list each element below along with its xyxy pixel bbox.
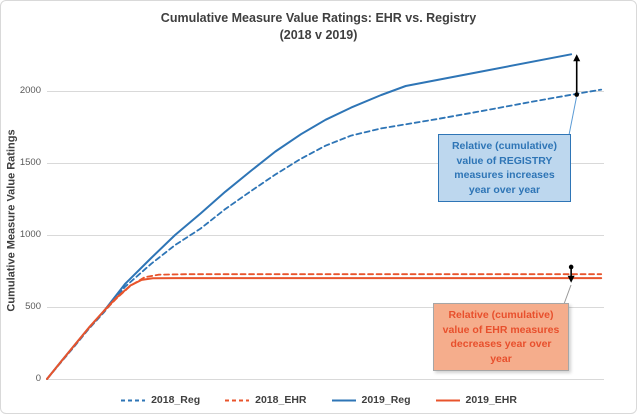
annotation-registry-line: Relative (cumulative): [451, 140, 558, 152]
legend-label: 2019_EHR: [465, 394, 517, 406]
annotation-ehr-line: year: [490, 352, 512, 365]
legend-swatch-icon: [225, 399, 250, 401]
annotation-ehr-line: Relative (cumulative): [448, 309, 554, 321]
series-line-2019_EHR: [46, 277, 603, 380]
chart-title-line1: Cumulative Measure Value Ratings: EHR vs…: [160, 11, 477, 25]
legend-swatch-icon: [121, 399, 146, 401]
legend-label: 2018_EHR: [255, 394, 307, 406]
legend-label: 2019_Reg: [361, 394, 411, 406]
legend-swatch-icon: [331, 399, 356, 401]
legend-item-2018_Reg: 2018_Reg: [120, 394, 200, 406]
chart-title-line2: (2018 v 2019): [279, 28, 358, 42]
arrow-head-registry: [573, 54, 581, 62]
legend-item-2019_Reg: 2019_Reg: [331, 394, 411, 406]
annotation-registry-line: value of REGISTRY: [456, 154, 553, 167]
leader-line-registry: [568, 96, 577, 136]
legend: 2018_Reg 2018_EHR 2019_Reg 2019_EHR: [1, 394, 636, 406]
legend-item-2018_EHR: 2018_EHR: [224, 394, 307, 406]
annotation-registry-line: year over year: [468, 183, 541, 196]
arrow-head-ehr: [567, 275, 575, 283]
legend-swatch-icon: [435, 399, 460, 401]
legend-label: 2018_Reg: [151, 394, 201, 406]
annotation-ehr-line: decreases year over: [450, 338, 552, 350]
annotation-ehr: Relative (cumulative) value of EHR measu…: [433, 303, 569, 371]
leader-line-ehr: [563, 284, 572, 305]
annotation-registry: Relative (cumulative) value of REGISTRY …: [438, 134, 571, 202]
annotation-ehr-line: value of EHR measures: [442, 323, 560, 336]
legend-item-2019_EHR: 2019_EHR: [435, 394, 517, 406]
annotation-registry-line: measures increases: [454, 169, 555, 181]
chart-title: Cumulative Measure Value Ratings: EHR vs…: [1, 10, 636, 44]
